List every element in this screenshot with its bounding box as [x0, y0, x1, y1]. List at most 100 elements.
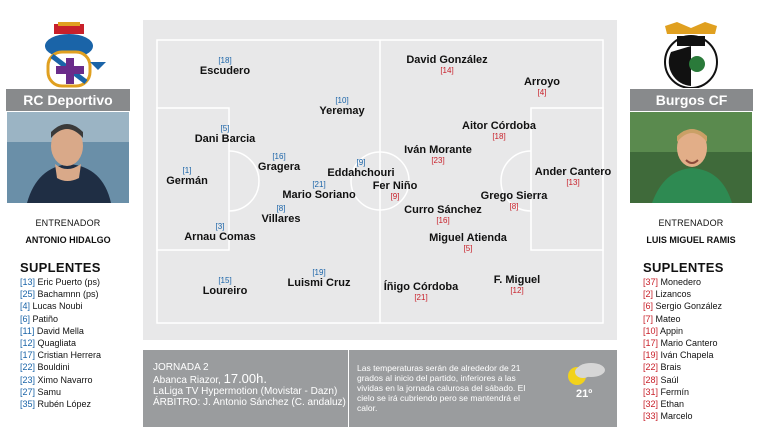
sub-item: [17] Cristian Herrera [20, 349, 101, 361]
round-label: JORNADA 2 [153, 362, 209, 373]
sub-number: [28] [643, 374, 659, 385]
sub-item: [23] Ximo Navarro [20, 374, 101, 386]
player-name: Eddahchouri [327, 167, 395, 179]
away-player: Aitor Córdoba [18] [462, 120, 536, 141]
sub-name: Quagliata [35, 338, 77, 349]
sub-item: [11] David Mella [20, 325, 101, 337]
player-name: Arroyo [523, 76, 561, 88]
player-number: [1] [182, 166, 192, 175]
home-player: [10] Yeremay [319, 96, 364, 117]
sub-item: [4] Lucas Noubi [20, 300, 101, 312]
away-player: Fer Niño [9] [373, 180, 418, 201]
sub-number: [22] [643, 362, 659, 373]
home-player: [1] Germán [166, 166, 208, 187]
home-player: [19] Luismi Cruz [288, 268, 351, 289]
sub-name: Cristian Herrera [35, 350, 102, 361]
player-number: [12] [510, 286, 524, 295]
info-divider [348, 350, 349, 427]
away-coach-name: LUIS MIGUEL RAMIS [646, 235, 736, 245]
player-number: [9] [390, 192, 400, 201]
home-player: [9] Eddahchouri [327, 158, 394, 179]
sub-name: Sergio González [653, 301, 723, 312]
away-subs-title: SUPLENTES [643, 260, 724, 275]
sub-number: [32] [643, 399, 659, 410]
player-number: [21] [312, 180, 326, 189]
away-player: Íñigo Córdoba [21] [384, 281, 459, 302]
sub-item: [22] Bouldini [20, 361, 101, 373]
sub-name: Lizancos [653, 289, 692, 300]
sub-name: Saúl [658, 374, 679, 385]
player-name: David González [406, 54, 488, 66]
sub-number: [33] [643, 411, 659, 422]
home-team-header: RC Deportivo [6, 89, 130, 111]
player-number: [18] [492, 132, 506, 141]
player-name: Curro Sánchez [404, 204, 482, 216]
sub-item: [25] Bachamnn (ps) [20, 288, 101, 300]
sub-name: Fermín [658, 386, 690, 397]
player-number: [8] [276, 204, 286, 213]
player-number: [9] [356, 158, 366, 167]
tv-channel: LaLiga TV Hypermotion (Movistar - Dazn) [153, 386, 338, 397]
sub-number: [7] [643, 313, 654, 324]
sub-name: Monedero [658, 277, 702, 287]
player-number: [4] [537, 88, 547, 97]
player-number: [8] [509, 202, 519, 211]
partly-cloudy-icon [563, 358, 609, 395]
player-name: Miguel Atienda [429, 232, 507, 244]
kickoff-time: 17.00h. [223, 371, 267, 386]
sub-name: Bachamnn (ps) [35, 289, 99, 300]
sub-number: [6] [643, 301, 654, 312]
player-name: F. Miguel [493, 274, 541, 286]
home-player: [16] Gragera [258, 152, 300, 173]
weather-text: Las temperaturas serán de alrededor de 2… [357, 363, 526, 413]
sub-item: [7] Mateo [643, 313, 722, 325]
sub-name: Lucas Noubi [30, 301, 83, 312]
venue-kickoff: Abanca Riazor, 17.00h. [153, 371, 346, 386]
rc-deportivo-crest [30, 22, 108, 88]
sub-number: [10] [643, 325, 659, 336]
player-name: Villares [261, 213, 301, 225]
home-player: [18] Escudero [200, 56, 250, 77]
temperature: 21º [576, 388, 593, 400]
player-name: Dani Barcia [194, 133, 256, 145]
sub-item: [19] Iván Chapela [643, 349, 722, 361]
sub-item: [22] Brais [643, 361, 722, 373]
sub-name: Eric Puerto (ps) [35, 277, 101, 287]
away-player: Arroyo [4] [524, 76, 560, 97]
sub-name: Mateo [653, 313, 681, 324]
player-number: [13] [566, 178, 580, 187]
sub-name: Samu [35, 386, 62, 397]
sub-number: [23] [20, 374, 36, 385]
player-name: Fer Niño [372, 180, 418, 192]
sub-item: [27] Samu [20, 386, 101, 398]
player-number: [5] [463, 244, 473, 253]
burgos-cf-crest [657, 22, 725, 89]
match-info-bar: JORNADA 2 Abanca Riazor, 17.00h. LaLiga … [143, 350, 617, 427]
away-coach-role: ENTRENADOR [658, 218, 724, 228]
sub-item: [28] Saúl [643, 374, 722, 386]
sub-number: [6] [20, 313, 31, 324]
sub-number: [25] [20, 289, 36, 300]
player-number: [5] [220, 124, 230, 133]
player-name: Yeremay [319, 105, 365, 117]
sub-number: [2] [643, 289, 654, 300]
away-player: Miguel Atienda [5] [429, 232, 507, 253]
sub-item: [35] Rubén López [20, 398, 101, 410]
sub-name: Bouldini [35, 362, 70, 373]
away-player: David González [14] [406, 54, 487, 75]
player-number: [16] [436, 216, 450, 225]
player-name: Escudero [199, 65, 251, 77]
player-number: [10] [335, 96, 349, 105]
sub-name: Ximo Navarro [35, 374, 93, 385]
player-number: [3] [215, 222, 225, 231]
venue: Abanca Riazor, [153, 375, 221, 386]
player-name: Arnau Comas [184, 231, 256, 243]
referee: ÁRBITRO: J. Antonio Sánchez (C. andaluz) [153, 397, 346, 408]
player-number: [15] [218, 276, 232, 285]
sub-item: [12] Quagliata [20, 337, 101, 349]
sub-number: [17] [643, 338, 659, 349]
home-player: [8] Villares [262, 204, 301, 225]
sub-name: Iván Chapela [658, 350, 714, 361]
player-number: [16] [272, 152, 286, 161]
home-player: [15] Loureiro [203, 276, 248, 297]
